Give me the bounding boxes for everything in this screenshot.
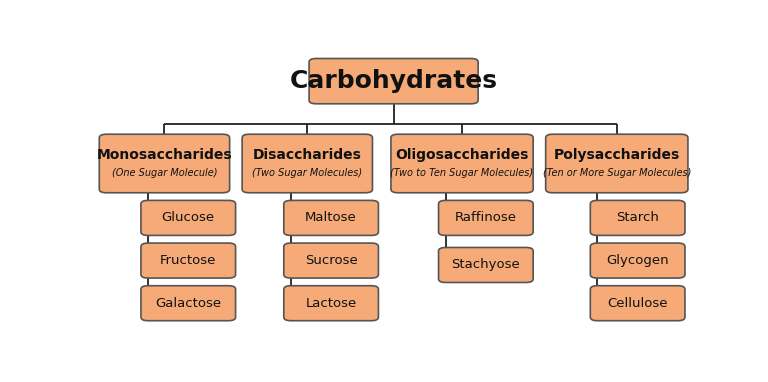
- FancyBboxPatch shape: [284, 201, 379, 235]
- Text: Glucose: Glucose: [162, 211, 215, 224]
- Text: (Two to Ten Sugar Molecules): (Two to Ten Sugar Molecules): [390, 168, 534, 178]
- Text: Glycogen: Glycogen: [606, 254, 669, 267]
- Text: Disaccharides: Disaccharides: [253, 148, 362, 162]
- Text: Stachyose: Stachyose: [452, 259, 520, 272]
- Text: Carbohydrates: Carbohydrates: [290, 69, 498, 93]
- Text: Sucrose: Sucrose: [305, 254, 357, 267]
- FancyBboxPatch shape: [591, 243, 685, 278]
- Text: Monosaccharides: Monosaccharides: [97, 148, 232, 162]
- FancyBboxPatch shape: [141, 201, 236, 235]
- Text: Maltose: Maltose: [305, 211, 357, 224]
- Text: Oligosaccharides: Oligosaccharides: [396, 148, 528, 162]
- Text: (One Sugar Molecule): (One Sugar Molecule): [111, 168, 217, 178]
- FancyBboxPatch shape: [439, 248, 533, 282]
- Text: Starch: Starch: [616, 211, 659, 224]
- FancyBboxPatch shape: [141, 286, 236, 321]
- FancyBboxPatch shape: [439, 201, 533, 235]
- FancyBboxPatch shape: [591, 201, 685, 235]
- Text: Fructose: Fructose: [160, 254, 217, 267]
- Text: Raffinose: Raffinose: [455, 211, 517, 224]
- Text: Cellulose: Cellulose: [607, 297, 668, 310]
- FancyBboxPatch shape: [284, 286, 379, 321]
- FancyBboxPatch shape: [391, 134, 533, 193]
- FancyBboxPatch shape: [309, 58, 478, 104]
- FancyBboxPatch shape: [141, 243, 236, 278]
- FancyBboxPatch shape: [99, 134, 230, 193]
- Text: Lactose: Lactose: [306, 297, 356, 310]
- FancyBboxPatch shape: [546, 134, 688, 193]
- Text: (Two Sugar Molecules): (Two Sugar Molecules): [252, 168, 362, 178]
- FancyBboxPatch shape: [284, 243, 379, 278]
- Text: Polysaccharides: Polysaccharides: [554, 148, 680, 162]
- Text: Galactose: Galactose: [155, 297, 221, 310]
- FancyBboxPatch shape: [242, 134, 372, 193]
- FancyBboxPatch shape: [591, 286, 685, 321]
- Text: (Ten or More Sugar Molecules): (Ten or More Sugar Molecules): [543, 168, 691, 178]
